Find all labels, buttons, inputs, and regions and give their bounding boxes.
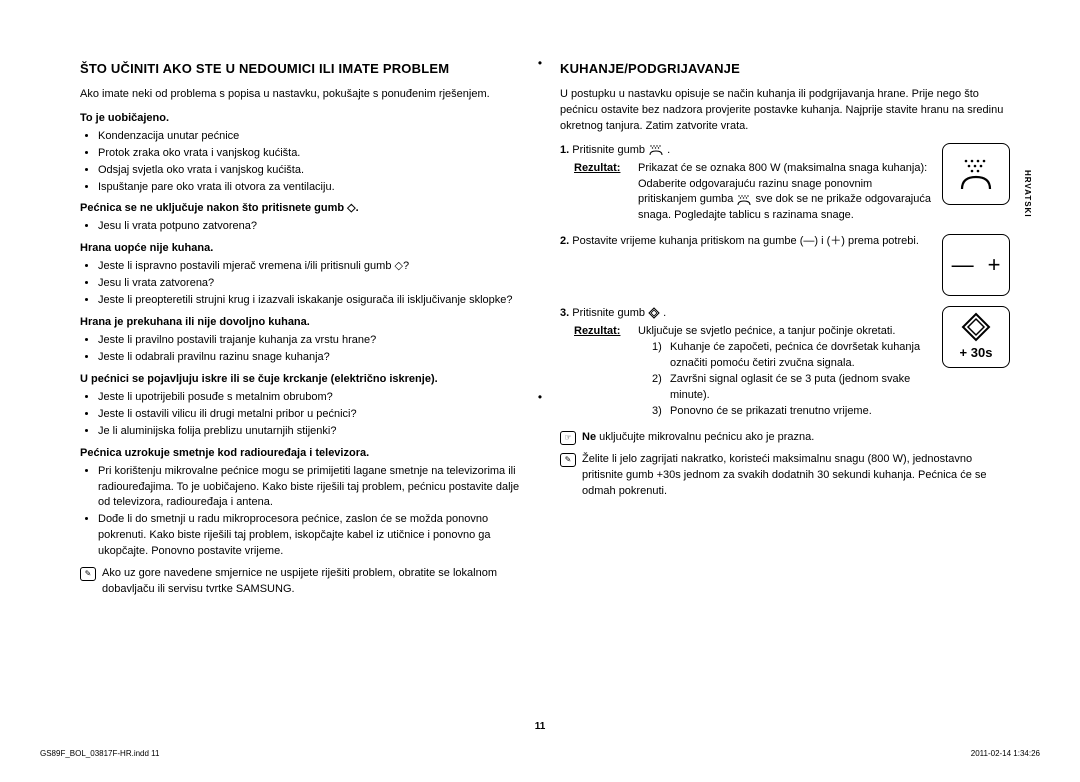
rezultat-text-1: Prikazat će se oznaka 800 W (maksimalna … [638,161,932,225]
section-list: Jeste li ispravno postavili mjerač vreme… [80,259,530,309]
list-item: Jeste li ostavili vilicu ili drugi metal… [98,407,530,423]
step-1: 1. Pritisnite gumb . Rezultat: Prikazat … [560,143,1010,225]
note-text: Ako uz gore navedene smjernice ne uspije… [102,566,530,598]
step-3-text-b: . [663,307,666,319]
step-1-num: 1. [560,144,569,156]
list-item: Jeste li upotrijebili posuđe s metalnim … [98,390,530,406]
start-30s-icon-box: + 30s [942,306,1010,368]
step-2-text: Postavite vrijeme kuhanja pritiskom na g… [572,235,919,247]
list-item: Jesu li vrata zatvorena? [98,276,530,292]
section-list: Jeste li upotrijebili posuđe s metalnim … [80,390,530,440]
minus-symbol: — [952,249,974,281]
footer-date: 2011-02-14 1:34:26 [971,749,1040,758]
section-title: Pećnica uzrokuje smetnje kod radiouređaj… [80,446,530,462]
list-item: Jeste li ispravno postavili mjerač vreme… [98,259,530,275]
step-1-text-a: Pritisnite gumb [572,144,648,156]
rezultat-label-1: Rezultat: [574,161,630,225]
tip-text: Želite li jelo zagrijati nakratko, koris… [582,452,1010,500]
section-title: To je uobičajeno. [80,111,530,127]
note-row: ✎ Ako uz gore navedene smjernice ne uspi… [80,566,530,598]
right-column: KUHANJE/PODGRIJAVANJE U postupku u nasta… [560,60,1010,598]
section-list: Jesu li vrata potpuno zatvorena? [80,219,530,235]
step-3-text-a: Pritisnite gumb [572,307,648,319]
list-item: Jeste li odabrali pravilnu razinu snage … [98,350,530,366]
section-title: Hrana uopće nije kuhana. [80,241,530,257]
step-2-num: 2. [560,235,569,247]
list-item: Pri korištenju mikrovalne pećnice mogu s… [98,464,530,512]
step-3-num: 3. [560,307,569,319]
plus-symbol: + [988,249,1001,281]
left-column: ŠTO UČINITI AKO STE U NEDOUMICI ILI IMAT… [80,60,530,598]
power-icon-box [942,143,1010,205]
list-item: Odsjaj svjetla oko vrata i vanjskog kući… [98,163,530,179]
note-icon: ✎ [80,567,96,581]
sub-item: 2)Završni signal oglasit će se 3 puta (j… [652,372,932,404]
step-1-text-b: . [667,144,670,156]
start-diamond-icon [648,307,660,319]
section-title: Hrana je prekuhana ili nije dovoljno kuh… [80,315,530,331]
rezultat-text-3: Uključuje se svjetlo pećnice, a tanjur p… [638,324,932,340]
footer-file: GS89F_BOL_03817F-HR.indd 11 [40,749,159,758]
list-item: Dođe li do smetnji u radu mikroprocesora… [98,512,530,560]
list-item: Jeste li preopteretili strujni krug i iz… [98,293,530,309]
rezultat-label-3: Rezultat: [574,324,630,420]
list-item: Jesu li vrata potpuno zatvorena? [98,219,530,235]
crop-marks: •• [538,56,542,404]
right-intro: U postupku u nastavku opisuje se način k… [560,87,1010,135]
list-item: Kondenzacija unutar pećnice [98,129,530,145]
list-item: Protok zraka oko vrata i vanjskog kućišt… [98,146,530,162]
tip-note-icon: ✎ [560,453,576,467]
section-title: U pećnici se pojavljuju iskre ili se čuj… [80,372,530,388]
page-number: 11 [535,721,546,732]
microwave-icon [648,144,664,156]
left-intro: Ako imate neki od problema s popisa u na… [80,87,530,103]
warning-row: ☞ Ne uključujte mikrovalnu pećnicu ako j… [560,430,1010,446]
language-tab: HRVATSKI [1023,170,1032,218]
right-heading: KUHANJE/PODGRIJAVANJE [560,60,1010,79]
warning-text: Ne uključujte mikrovalnu pećnicu ako je … [582,430,814,446]
plus-minus-icon-box: — + [942,234,1010,296]
hand-icon: ☞ [560,431,576,445]
step-2: 2. Postavite vrijeme kuhanja pritiskom n… [560,234,1010,296]
tip-row: ✎ Želite li jelo zagrijati nakratko, kor… [560,452,1010,500]
section-list: Jeste li pravilno postavili trajanje kuh… [80,333,530,366]
sub-item: 1)Kuhanje će započeti, pećnica će dovrše… [652,340,932,372]
list-item: Ispuštanje pare oko vrata ili otvora za … [98,180,530,196]
section-title: Pećnica se ne uključuje nakon što pritis… [80,201,530,217]
left-heading: ŠTO UČINITI AKO STE U NEDOUMICI ILI IMAT… [80,60,530,79]
microwave-icon [736,194,752,206]
list-item: Jeste li pravilno postavili trajanje kuh… [98,333,530,349]
section-list: Pri korištenju mikrovalne pećnice mogu s… [80,464,530,561]
sub-item: 3)Ponovno će se prikazati trenutno vrije… [652,404,932,420]
list-item: Je li aluminijska folija preblizu unutar… [98,424,530,440]
section-list: Kondenzacija unutar pećniceProtok zraka … [80,129,530,196]
30s-label: + 30s [960,344,993,363]
step-3: 3. Pritisnite gumb . Rezultat: Uključuje… [560,306,1010,420]
